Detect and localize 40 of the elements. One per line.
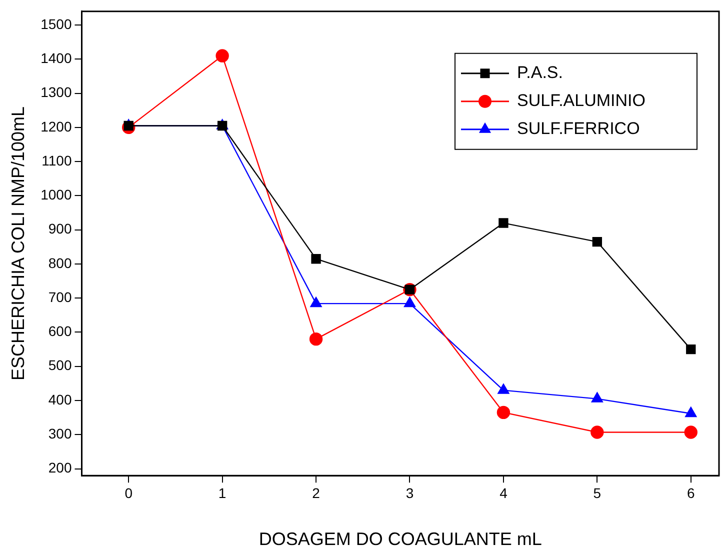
x-tick-label: 4 (500, 484, 508, 501)
point (498, 384, 510, 394)
y-tick-label: 500 (48, 357, 72, 374)
point (590, 426, 604, 439)
legend-label: SULF.ALUMINIO (517, 91, 646, 110)
y-tick-label: 1100 (42, 152, 72, 168)
point (311, 254, 321, 264)
point (310, 296, 322, 308)
x-tick-label: 6 (686, 484, 695, 501)
y-tick-label: 900 (48, 220, 72, 237)
y-tick-label: 800 (48, 254, 72, 271)
y-tick-label: 1500 (40, 16, 72, 32)
point (404, 296, 416, 308)
point (591, 392, 603, 402)
point (498, 218, 508, 228)
point (496, 406, 510, 420)
y-tick-label: 300 (48, 426, 72, 442)
y-axis-title: ESCHERICHIA COLI NMP/100mL (8, 106, 28, 381)
x-axis-title: DOSAGEM DO COAGULANTE mL (258, 529, 542, 550)
y-tick-label: 1000 (40, 186, 72, 203)
y-tick-label: 400 (48, 391, 72, 408)
point (684, 426, 698, 439)
y-tick-label: 200 (48, 460, 72, 476)
x-tick-label: 3 (406, 484, 414, 501)
point (686, 344, 696, 354)
point (309, 332, 323, 346)
y-tick-label: 700 (48, 288, 72, 305)
x-tick-label: 2 (312, 484, 320, 501)
y-tick-label: 1400 (40, 50, 72, 66)
y-tick-label: 600 (48, 323, 72, 340)
x-tick-label: 0 (124, 484, 133, 501)
y-tick-label: 1200 (40, 118, 72, 134)
point (685, 406, 697, 418)
legend-label: P.A.S. (517, 63, 563, 82)
y-tick-label: 1300 (40, 84, 72, 100)
point (592, 236, 602, 247)
point (216, 49, 229, 62)
x-tick-label: 5 (593, 484, 602, 501)
x-tick-label: 1 (218, 484, 226, 501)
legend-label: SULF.FERRICO (517, 119, 640, 138)
